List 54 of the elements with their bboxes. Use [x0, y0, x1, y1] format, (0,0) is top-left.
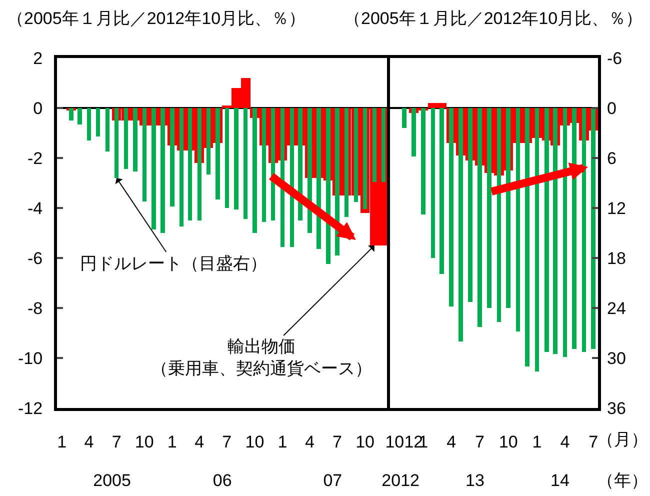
x-tick-label: 10: [356, 432, 374, 452]
bar: [402, 108, 406, 128]
y2-tick-label: 36: [607, 398, 626, 418]
y2-tick-label: 6: [607, 148, 616, 168]
x-tick-label: 4: [304, 432, 314, 452]
y-axis-title: （2005年１月比／2012年10月比、％）: [7, 9, 306, 28]
x2-tick-label: 14: [550, 471, 570, 490]
x-tick-label: 10: [498, 432, 518, 452]
x-tick-label: 1: [57, 432, 67, 452]
x-tick-label: 7: [332, 432, 342, 452]
x2-tick-label: 2005: [93, 471, 131, 490]
x-tick-label: 1: [167, 432, 177, 452]
x-tick-label: 7: [222, 432, 232, 452]
y2-axis-title: （2005年１月比／2012年10月比、％）: [344, 9, 643, 28]
x-tick-label: 4: [446, 432, 456, 452]
y-tick-label: -4: [27, 198, 43, 218]
text: （年）: [597, 471, 648, 490]
y-tick-label: -12: [18, 398, 43, 418]
y2-tick-label: -6: [607, 48, 622, 68]
y-tick-label: -10: [18, 348, 43, 368]
x-tick-label: 4: [84, 432, 94, 452]
y-tick-label: -6: [27, 248, 43, 268]
y2-tick-label: 18: [607, 248, 626, 268]
x-tick-label: 1: [532, 432, 542, 452]
y-tick-label: -8: [27, 298, 43, 318]
x-tick-label: 7: [474, 432, 484, 452]
x-tick-label: 10: [245, 432, 264, 452]
y-tick-label: -2: [27, 148, 43, 168]
x-tick-label: 7: [588, 432, 598, 452]
y2-tick-label: 12: [607, 198, 626, 218]
x-tick-label: 10: [134, 432, 154, 452]
x2-tick-label: 06: [212, 471, 232, 490]
annotation: 輸出物価（乗用車、契約通貨ベース）: [151, 337, 372, 378]
y2-tick-label: 30: [607, 348, 626, 368]
bar: [105, 108, 110, 152]
bar: [78, 108, 82, 125]
y2-tick-label: 24: [607, 298, 626, 318]
x2-tick-label: 13: [466, 471, 484, 490]
y-tick-label: 0: [33, 98, 43, 118]
bar: [96, 108, 100, 136]
x-axis-title: （月）: [597, 430, 648, 449]
x-tick-label: 4: [560, 432, 570, 452]
y-tick-label: 2: [33, 48, 43, 68]
x-tick-label: 10: [385, 432, 404, 452]
bar: [372, 108, 377, 182]
x-tick-label: 7: [112, 432, 122, 452]
bar: [86, 108, 92, 140]
x-tick-label: 4: [194, 432, 204, 452]
x2-tick-label: 2012: [382, 471, 420, 490]
bar: [381, 108, 386, 182]
x2-tick-label: 07: [323, 471, 342, 490]
annotation: 円ドルレート（目盛右）: [80, 254, 267, 273]
y2-tick-label: 0: [607, 98, 616, 118]
x-tick-label: 1: [278, 432, 288, 452]
